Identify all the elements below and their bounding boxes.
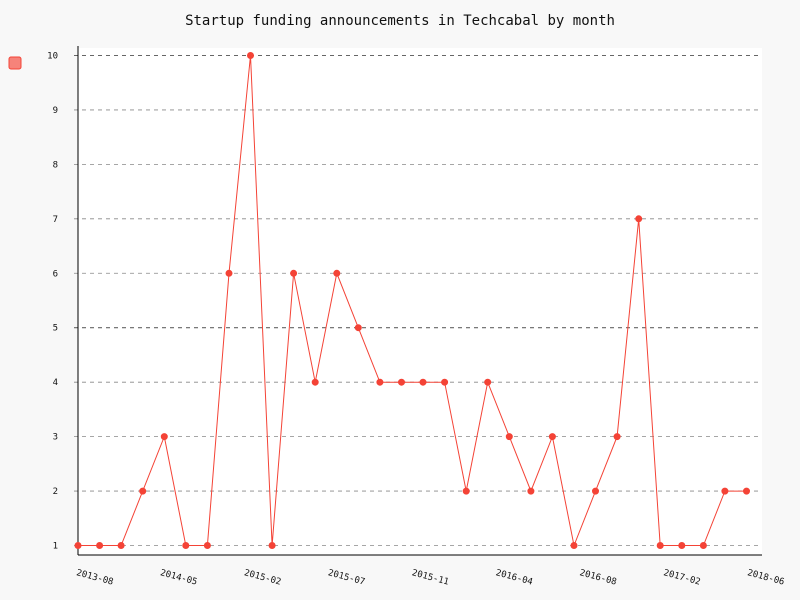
- series-group: [74, 52, 750, 549]
- data-point[interactable]: [505, 433, 513, 441]
- y-tick-label: 10: [47, 52, 58, 62]
- data-point[interactable]: [656, 542, 664, 549]
- data-point[interactable]: [743, 487, 750, 495]
- y-tick-label: 3: [53, 433, 58, 443]
- y-tick-label: 4: [53, 378, 58, 388]
- data-point[interactable]: [548, 433, 556, 441]
- data-point[interactable]: [635, 215, 643, 223]
- y-tick-label: 1: [53, 542, 58, 552]
- data-point[interactable]: [721, 487, 729, 495]
- data-point[interactable]: [182, 542, 190, 549]
- plot-area: [78, 48, 762, 555]
- data-point[interactable]: [117, 542, 125, 549]
- data-point[interactable]: [527, 487, 535, 495]
- data-point[interactable]: [333, 269, 341, 277]
- data-point[interactable]: [290, 269, 298, 277]
- y-tick-label: 7: [53, 215, 58, 225]
- data-point[interactable]: [376, 378, 384, 386]
- data-point[interactable]: [74, 542, 82, 549]
- data-point[interactable]: [96, 542, 104, 549]
- y-tick-label: 2: [53, 487, 58, 497]
- data-point[interactable]: [462, 487, 470, 495]
- data-point[interactable]: [160, 433, 168, 441]
- data-point[interactable]: [203, 542, 211, 549]
- data-point[interactable]: [592, 487, 599, 495]
- data-point[interactable]: [570, 542, 578, 549]
- data-point[interactable]: [311, 378, 319, 386]
- data-point[interactable]: [225, 269, 233, 277]
- data-point[interactable]: [268, 542, 276, 549]
- data-point[interactable]: [354, 324, 362, 332]
- chart-title: Startup funding announcements in Techcab…: [185, 13, 615, 29]
- axes: [77, 46, 762, 556]
- y-tick-label: 6: [53, 269, 58, 279]
- y-tick-labels: 1 2 3 4 5 6 7 8 9 10: [47, 52, 58, 552]
- data-point[interactable]: [678, 542, 686, 549]
- y-tick-label: 8: [53, 160, 58, 170]
- data-point[interactable]: [613, 433, 621, 441]
- y-tick-label: 9: [53, 106, 58, 116]
- data-point[interactable]: [419, 378, 427, 386]
- data-point[interactable]: [247, 52, 254, 59]
- data-point[interactable]: [441, 378, 449, 386]
- legend-swatch[interactable]: [8, 56, 22, 70]
- data-point[interactable]: [484, 378, 492, 386]
- data-point[interactable]: [398, 378, 405, 386]
- data-point[interactable]: [699, 542, 707, 549]
- series-line: [78, 55, 747, 548]
- y-tick-label: 5: [53, 324, 58, 334]
- data-point[interactable]: [139, 487, 147, 495]
